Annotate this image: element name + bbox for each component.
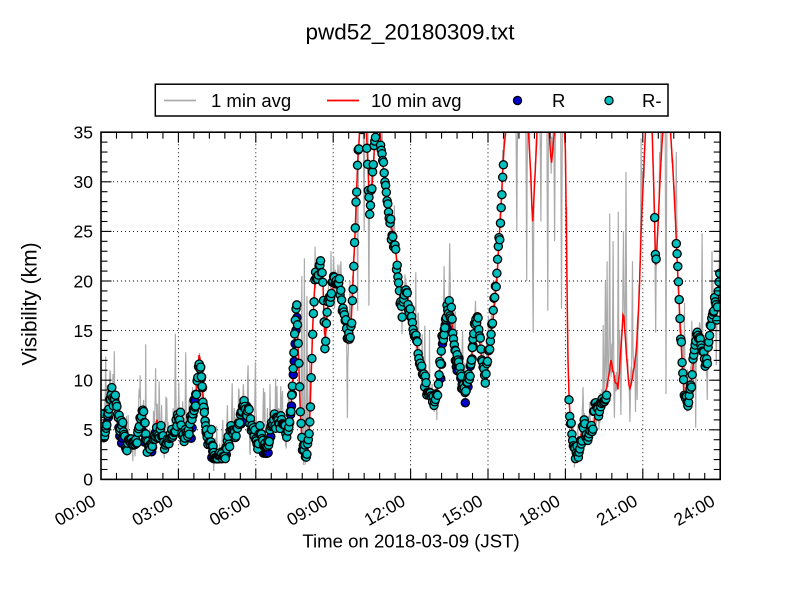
svg-text:5: 5 [83, 420, 93, 440]
svg-text:20: 20 [74, 271, 94, 291]
svg-text:pwd52_20180309.txt: pwd52_20180309.txt [306, 20, 516, 45]
svg-text:10: 10 [74, 371, 94, 391]
svg-text:Visibility (km): Visibility (km) [19, 242, 42, 365]
svg-text:1 min avg: 1 min avg [211, 90, 291, 111]
svg-text:10 min avg: 10 min avg [371, 90, 462, 111]
svg-text:25: 25 [74, 222, 93, 242]
svg-text:Time on 2018-03-09 (JST): Time on 2018-03-09 (JST) [302, 531, 519, 552]
svg-text:35: 35 [74, 123, 93, 143]
svg-text:R: R [552, 90, 565, 111]
svg-text:15: 15 [74, 321, 93, 341]
svg-text:30: 30 [74, 172, 94, 192]
svg-text:0: 0 [83, 470, 93, 490]
svg-text:R-: R- [642, 90, 662, 111]
